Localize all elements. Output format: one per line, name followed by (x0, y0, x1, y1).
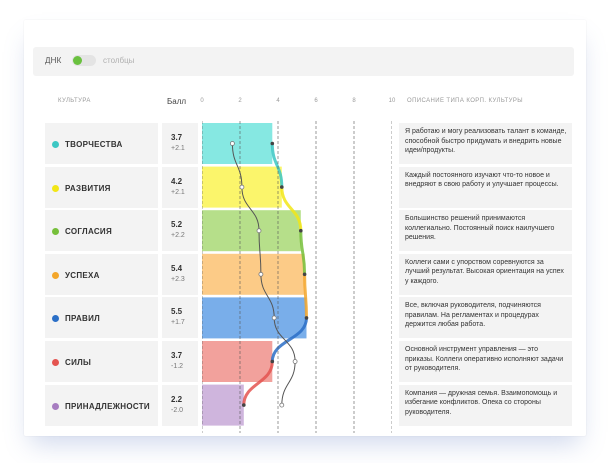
previous-value-point (258, 271, 264, 277)
scale-tick-label: 0 (200, 98, 204, 104)
culture-color-dot (52, 402, 59, 410)
previous-value-point (229, 141, 235, 146)
scale-tick-label: 8 (352, 98, 356, 104)
previous-value-point (292, 359, 298, 364)
culture-description: Каждый постоянного изучают что-то новое … (399, 166, 572, 208)
culture-row-name[interactable]: ТВОРЧЕСТВА (45, 123, 158, 164)
culture-bar (202, 297, 307, 339)
culture-score: 5.5 +1.7 (162, 297, 198, 339)
toggle-knob (73, 56, 82, 65)
score-delta: +1.7 (171, 319, 185, 327)
profile-outline-segment (299, 229, 307, 276)
description-text: Большинство решений принимаются коллегиа… (405, 215, 555, 242)
dna-label: ДНК (45, 56, 62, 65)
culture-score: 3.7 -1.2 (162, 341, 198, 382)
culture-row-name[interactable]: ПРАВИЛ (45, 297, 158, 339)
previous-value-point (279, 402, 285, 408)
view-toolbar: ДНК столбцы (33, 47, 574, 76)
profile-outline-segment (303, 272, 308, 320)
culture-bar (202, 341, 273, 382)
culture-color-dot (52, 359, 59, 366)
culture-score: 5.4 +2.3 (162, 253, 198, 295)
description-text: Коллеги сами с упорством соревнуются за … (405, 258, 564, 285)
scale-tick-label: 2 (238, 98, 242, 104)
culture-name: ПРИНАДЛЕЖНОСТИ (65, 401, 150, 411)
culture-bar (202, 123, 273, 164)
culture-description: Коллеги сами с упорством соревнуются за … (399, 253, 572, 295)
culture-name: СИЛЫ (65, 358, 92, 367)
previous-value-point (239, 184, 245, 190)
culture-description: Основной инструмент управления — это при… (399, 341, 572, 382)
score-value: 5.4 (171, 263, 183, 273)
culture-name: СОГЛАСИЯ (65, 227, 113, 237)
culture-description: Я работаю и могу реализовать талант в ко… (399, 123, 572, 164)
score-value: 4.2 (171, 176, 183, 186)
score-delta: -1.2 (171, 363, 184, 370)
culture-color-dot (52, 228, 59, 236)
culture-bar (202, 253, 305, 295)
scale-tick-label: 10 (388, 98, 396, 104)
columns-label[interactable]: столбцы (103, 56, 135, 65)
culture-profile-chart (202, 121, 392, 433)
culture-description: Большинство решений принимаются коллегиа… (399, 210, 572, 252)
culture-color-dot (52, 271, 59, 279)
culture-row-name[interactable]: УСПЕХА (45, 253, 158, 295)
score-value: 3.7 (171, 351, 183, 360)
current-value-point (242, 403, 246, 407)
current-value-point (299, 228, 303, 233)
profile-outline-segment (270, 142, 284, 189)
current-value-point (270, 359, 275, 364)
view-toggle[interactable] (72, 55, 96, 66)
culture-color-dot (52, 141, 59, 148)
score-delta: +2.1 (171, 145, 185, 152)
description-text: Основной инструмент управления — это при… (405, 346, 564, 372)
culture-name: РАЗВИТИЯ (65, 183, 111, 193)
score-value: 2.2 (171, 394, 183, 404)
culture-dna-card: ДНК столбцы КУЛЬТУРА Балл ОПИСАНИЕ ТИПА … (24, 20, 586, 436)
current-value-point (270, 141, 275, 146)
chart-svg (202, 121, 392, 433)
profile-outline-segment (270, 316, 308, 363)
score-value: 5.2 (171, 220, 183, 230)
description-text: Я работаю и могу реализовать талант в ко… (405, 128, 567, 154)
culture-row-name[interactable]: ПРИНАДЛЕЖНОСТИ (45, 384, 158, 426)
culture-bar (202, 384, 244, 426)
current-value-point (280, 185, 284, 189)
score-delta: +2.2 (171, 232, 185, 240)
description-column-header: ОПИСАНИЕ ТИПА КОРП. КУЛЬТУРЫ (407, 98, 523, 104)
score-value: 3.7 (171, 133, 183, 142)
current-value-point (302, 272, 307, 277)
culture-description: Компания — дружная семья. Взаимопомощь и… (399, 384, 572, 426)
score-delta: +2.1 (171, 188, 185, 196)
culture-score: 5.2 +2.2 (162, 210, 198, 252)
culture-column-header: КУЛЬТУРА (58, 98, 91, 104)
culture-color-dot (52, 184, 59, 192)
scale-tick-label: 4 (276, 98, 280, 104)
scale-tick-label: 6 (314, 98, 318, 104)
score-value: 5.5 (171, 307, 183, 317)
culture-description: Все, включая руководителя, подчиняются п… (399, 297, 572, 339)
culture-score: 2.2 -2.0 (162, 384, 198, 426)
description-text: Компания — дружная семья. Взаимопомощь и… (405, 389, 558, 416)
description-text: Все, включая руководителя, подчиняются п… (405, 302, 541, 329)
current-value-point (304, 316, 309, 320)
culture-bar (202, 210, 301, 252)
culture-color-dot (52, 315, 59, 323)
profile-outline-segment (280, 185, 303, 233)
previous-value-point (271, 315, 277, 321)
culture-score: 3.7 +2.1 (162, 123, 198, 164)
culture-name: ТВОРЧЕСТВА (65, 140, 123, 149)
profile-outline-segment (242, 360, 274, 407)
description-text: Каждый постоянного изучают что-то новое … (405, 171, 559, 189)
culture-name: ПРАВИЛ (65, 314, 101, 324)
previous-value-point (256, 228, 262, 234)
score-delta: -2.0 (171, 406, 184, 414)
culture-row-name[interactable]: СИЛЫ (45, 341, 158, 382)
score-column-header: Балл (167, 97, 187, 106)
culture-row-name[interactable]: РАЗВИТИЯ (45, 166, 158, 208)
culture-name: УСПЕХА (65, 270, 100, 280)
culture-score: 4.2 +2.1 (162, 166, 198, 208)
score-delta: +2.3 (171, 275, 185, 283)
culture-row-name[interactable]: СОГЛАСИЯ (45, 210, 158, 252)
